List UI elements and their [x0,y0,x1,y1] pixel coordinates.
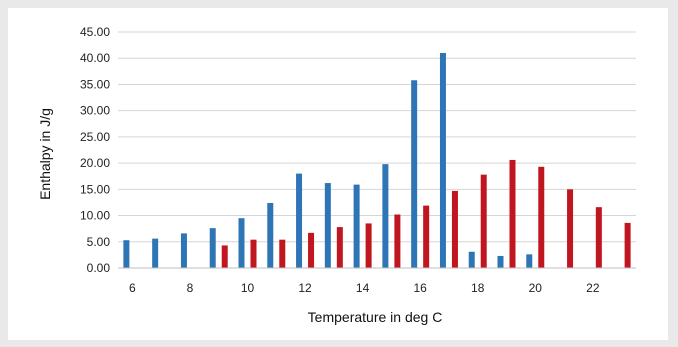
y-tick-label: 30.00 [80,104,110,118]
chart-frame: 0.00 5.00 10.00 15.00 20.00 25.00 30.00 35.00 40… [8,8,668,340]
x-tick-label: 8 [187,281,194,295]
bar [394,214,401,268]
y-tick-label: 20.00 [80,156,110,170]
bar [497,255,504,268]
bar [180,233,187,268]
y-tick-label: 25.00 [80,130,110,144]
bar [526,254,533,268]
x-tick-label: 12 [298,281,312,295]
y-tick-label: 5.00 [87,235,111,249]
y-tick-label: 10.00 [80,209,110,223]
x-axis-title: Temperature in deg C [308,309,443,325]
bar [382,164,389,268]
bar [538,166,545,268]
x-tick-labels: 6 8 10 12 14 16 18 20 22 [129,281,600,295]
x-tick-label: 14 [356,281,370,295]
bar [451,190,458,268]
x-tick-label: 22 [586,281,600,295]
bar [308,232,315,268]
x-tick-label: 20 [529,281,543,295]
bar [411,80,418,268]
bar [324,183,331,268]
bar [595,207,602,268]
y-tick-label: 45.00 [80,25,110,39]
enthalpy-bar-chart: 0.00 5.00 10.00 15.00 20.00 25.00 30.00 35.00 40… [37,25,636,325]
y-tick-label: 40.00 [80,51,110,65]
bar [423,205,430,268]
bar [209,228,216,268]
bar [509,159,516,268]
bar [267,202,274,268]
x-tick-label: 16 [413,281,427,295]
bar [480,174,487,268]
bar [296,173,303,268]
y-tick-labels: 0.00 5.00 10.00 15.00 20.00 25.00 30.00 35.00 40… [80,25,110,275]
bars [123,52,631,268]
bar [221,245,228,268]
x-tick-label: 6 [129,281,136,295]
bar [468,251,475,268]
bar [365,223,372,268]
bar [279,239,286,268]
y-tick-label: 35.00 [80,77,110,91]
bar [567,189,574,268]
grid-lines [118,31,636,243]
bar [336,227,343,268]
y-axis-title: Enthalpy in J/g [37,108,53,200]
y-tick-label: 15.00 [80,182,110,196]
y-tick-label: 0.00 [87,261,111,275]
bar [624,222,631,268]
bar [353,184,360,268]
bar [250,239,257,268]
x-tick-label: 10 [241,281,255,295]
bar [152,238,159,268]
bar [439,52,446,268]
x-tick-label: 18 [471,281,485,295]
bar [123,240,130,268]
bar [238,218,245,268]
